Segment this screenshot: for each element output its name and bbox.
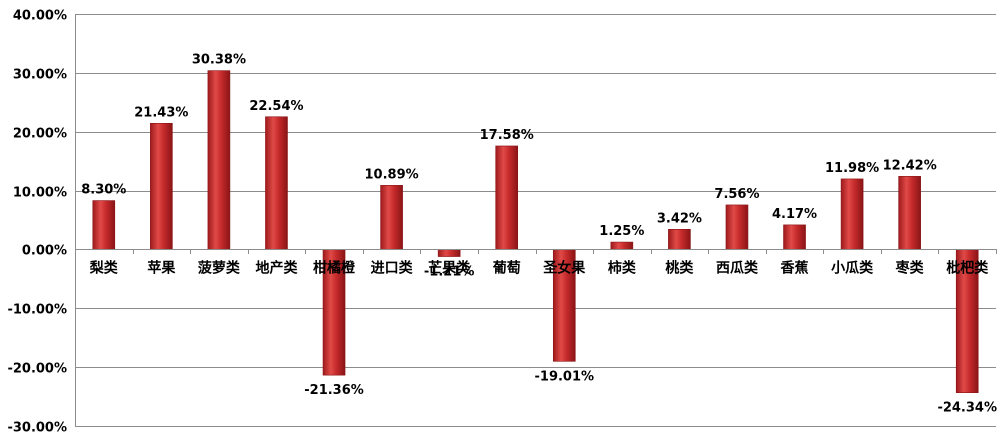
bar <box>840 178 864 250</box>
category-label: 柑橘橙 <box>313 259 356 276</box>
category-label: 西瓜类 <box>716 259 759 276</box>
bar <box>725 204 749 250</box>
bar <box>92 200 116 250</box>
y-tick-label: -20.00% <box>7 362 67 377</box>
y-tick-label: 30.00% <box>13 68 67 83</box>
y-tick-label: -10.00% <box>7 303 67 318</box>
category-label: 小瓜类 <box>831 259 874 276</box>
data-label: 8.30% <box>81 183 126 198</box>
y-tick-label: 40.00% <box>13 9 67 24</box>
category-label: 苹果 <box>147 259 176 276</box>
bar <box>150 122 173 250</box>
y-tick-label: -30.00% <box>7 421 67 436</box>
data-label: 22.54% <box>249 99 303 114</box>
data-label: 1.25% <box>599 224 644 239</box>
category-label: 柿类 <box>608 259 637 276</box>
bars <box>92 70 979 393</box>
bar <box>668 228 691 250</box>
data-label: -1.21% <box>424 265 475 280</box>
bar <box>437 249 461 257</box>
category-label: 地产类 <box>255 259 298 276</box>
category-labels: 梨类 苹果 菠萝类 地产类 柑橘橙 进口类 芒果类 葡萄 圣女果 柿类 桃类 西瓜类 香蕉 小瓜类 枣类 枇杷… <box>89 259 989 276</box>
data-label: -24.34% <box>937 401 997 416</box>
bar <box>898 176 921 250</box>
data-label: 11.98% <box>825 161 879 176</box>
category-label: 芒果类 <box>428 259 471 276</box>
data-label: 17.58% <box>480 128 534 143</box>
data-label: -19.01% <box>535 369 595 384</box>
y-axis-ticks: 40.00% 30.00% 20.00% 10.00% 0.00% -10.00% -20.… <box>7 9 67 436</box>
category-label: 葡萄 <box>492 259 521 276</box>
bar <box>610 241 634 250</box>
data-label: 10.89% <box>365 167 419 182</box>
data-label: 12.42% <box>883 158 937 173</box>
category-label: 进口类 <box>371 259 414 276</box>
category-label: 枣类 <box>895 259 925 276</box>
data-label: 30.38% <box>192 53 246 68</box>
category-label: 香蕉 <box>780 259 809 276</box>
bar <box>380 185 403 250</box>
data-label: 7.56% <box>714 187 759 202</box>
bar <box>265 116 288 250</box>
category-label: 桃类 <box>665 259 694 276</box>
y-tick-label: 10.00% <box>13 186 67 201</box>
y-tick-label: 20.00% <box>13 127 67 142</box>
data-label: 21.43% <box>134 105 188 120</box>
category-label: 圣女果 <box>542 259 586 276</box>
bar <box>495 145 519 250</box>
category-label: 梨类 <box>89 259 119 276</box>
axes <box>75 14 997 426</box>
category-label: 菠萝类 <box>198 259 241 276</box>
data-label: 3.42% <box>657 211 702 226</box>
data-labels: 8.30% 21.43% 30.38% 22.54% -21.36% 10.89% -1.2… <box>81 53 997 416</box>
category-label: 枇杷类 <box>946 259 989 276</box>
data-label: -21.36% <box>304 383 364 398</box>
bar <box>783 224 806 250</box>
data-label: 4.17% <box>772 207 817 222</box>
bar <box>207 70 231 250</box>
y-tick-label: 0.00% <box>22 244 67 259</box>
